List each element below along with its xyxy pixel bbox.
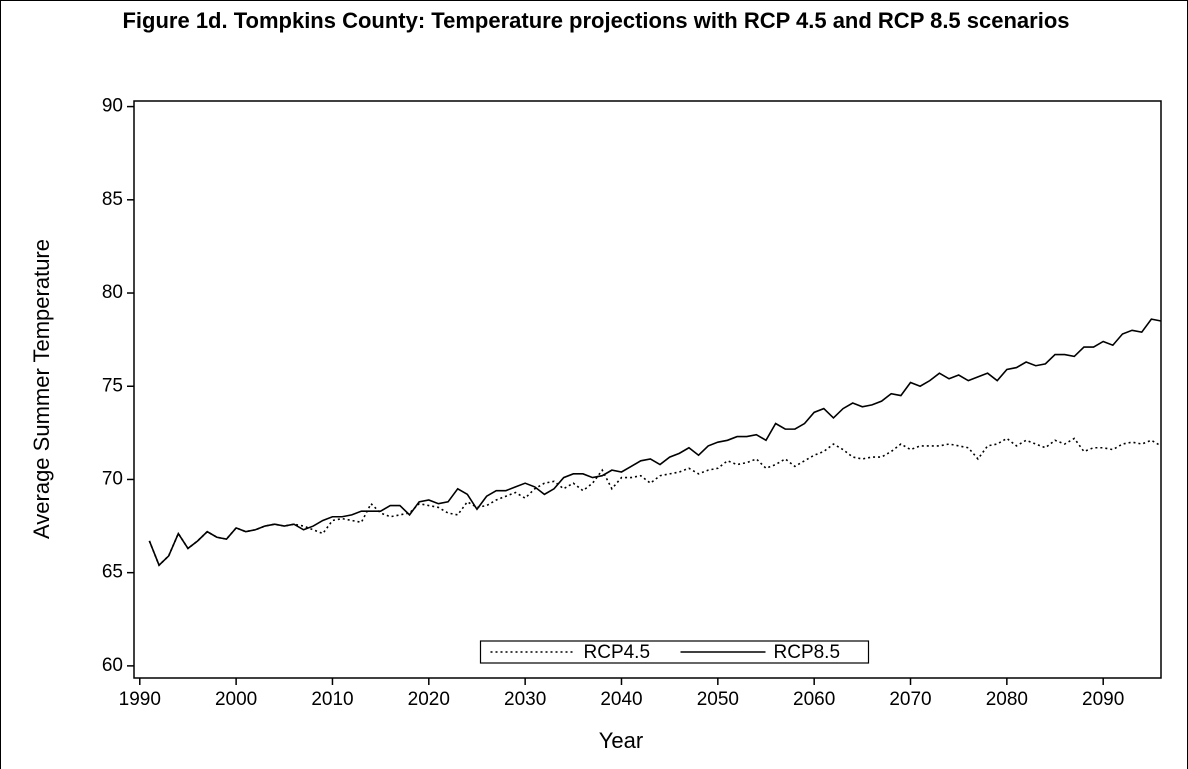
legend-box bbox=[479, 640, 870, 664]
y-tick-label: 70 bbox=[102, 468, 123, 489]
x-tick-label: 1990 bbox=[119, 689, 161, 710]
legend-label: RCP8.5 bbox=[774, 642, 841, 663]
x-tick-label: 2010 bbox=[311, 689, 353, 710]
x-axis-label: Year bbox=[599, 728, 643, 753]
y-tick-label: 65 bbox=[102, 562, 123, 583]
x-tick-label: 2050 bbox=[697, 689, 739, 710]
x-tick-label: 2080 bbox=[986, 689, 1028, 710]
series-line bbox=[148, 437, 1162, 567]
y-tick-label: 80 bbox=[102, 282, 123, 303]
y-tick-label: 85 bbox=[102, 189, 123, 210]
x-tick-label: 2000 bbox=[215, 689, 257, 710]
x-tick-label: 2020 bbox=[408, 689, 450, 710]
series-line bbox=[148, 318, 1162, 567]
x-tick-label: 2040 bbox=[600, 689, 642, 710]
y-tick-label: 90 bbox=[102, 96, 123, 117]
x-tick-label: 2060 bbox=[793, 689, 835, 710]
x-tick-label: 2090 bbox=[1082, 689, 1124, 710]
y-axis-label: Average Summer Temperature bbox=[29, 239, 54, 539]
legend-label: RCP4.5 bbox=[584, 642, 651, 663]
chart-title: Figure 1d. Tompkins County: Temperature … bbox=[122, 8, 1070, 33]
x-tick-label: 2030 bbox=[504, 689, 546, 710]
x-tick-label: 2070 bbox=[889, 689, 931, 710]
y-tick-label: 75 bbox=[102, 375, 123, 396]
y-tick-label: 60 bbox=[102, 655, 123, 676]
plot-frame bbox=[133, 100, 1162, 679]
